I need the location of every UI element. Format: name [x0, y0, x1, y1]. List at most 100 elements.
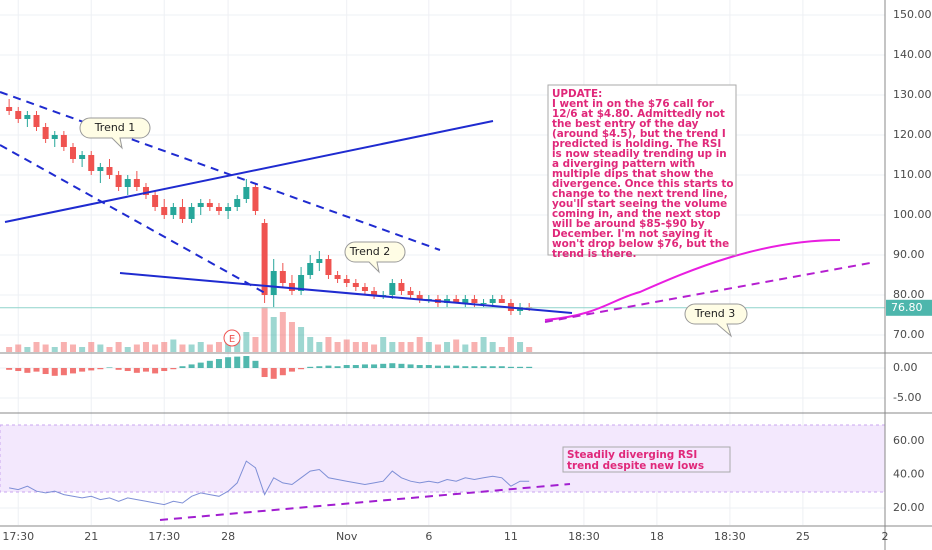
y-tick-label: 130.00: [893, 88, 932, 101]
candle-body: [152, 195, 159, 207]
candle-body: [124, 179, 131, 187]
histogram-bar: [480, 366, 487, 369]
trend-line: [0, 91, 441, 251]
volume-bar: [69, 344, 76, 352]
histogram-bar: [42, 368, 49, 375]
y-tick-label: 150.00: [893, 8, 932, 21]
x-tick-label: 17:30: [2, 530, 34, 543]
volume-bar: [434, 344, 441, 352]
x-tick-label: 18:30: [568, 530, 600, 543]
histogram-bar: [489, 366, 496, 369]
candle-body: [361, 287, 368, 291]
candle-body: [270, 271, 277, 295]
candle-body: [480, 303, 487, 304]
volume-bar: [161, 342, 168, 352]
histogram-bar: [307, 366, 314, 369]
candle-body: [69, 147, 76, 159]
callout: Trend 1: [94, 121, 136, 134]
volume-bar: [444, 342, 451, 352]
histogram-bar: [343, 365, 350, 369]
note-line: predicted is holding. The RSI: [552, 138, 721, 150]
volume-bar: [60, 342, 67, 352]
histogram-bar: [334, 366, 341, 369]
volume-bar: [526, 347, 533, 352]
y-tick-label: 0.00: [893, 361, 918, 374]
volume-bar: [106, 347, 113, 352]
histogram-bar: [15, 368, 22, 372]
volume-bar: [517, 342, 524, 352]
histogram-bar: [361, 364, 368, 369]
candle-body: [33, 115, 40, 127]
note-line: the best entry of the day: [552, 118, 699, 130]
volume-bar: [261, 307, 268, 352]
histogram-bar: [197, 362, 204, 369]
note-box: [562, 446, 731, 473]
note-line: (around $4.5), but the trend I: [552, 128, 726, 140]
volume-bar: [79, 347, 86, 352]
volume-bar: [243, 332, 250, 352]
histogram-bar: [97, 368, 104, 370]
candle-body: [371, 291, 378, 295]
candle-body: [471, 299, 478, 303]
note-line: Steadily diverging RSI: [567, 449, 697, 461]
volume-bar: [215, 342, 222, 352]
x-tick-label: 28: [221, 530, 235, 543]
volume-bar: [507, 337, 514, 352]
volume-bar: [380, 337, 387, 352]
candle-body: [288, 283, 295, 291]
candle-body: [498, 299, 505, 303]
histogram-bar: [471, 366, 478, 369]
histogram-bar: [215, 359, 222, 369]
earnings-label: E: [229, 334, 235, 345]
callout: Trend 2: [349, 245, 391, 258]
y-tick-label: 60.00: [893, 434, 925, 447]
histogram-bar: [453, 365, 460, 369]
note-line: UPDATE:: [552, 88, 602, 100]
histogram-bar: [6, 368, 13, 370]
histogram-bar: [270, 368, 277, 379]
volume-bar: [133, 344, 140, 352]
x-tick-label: 2: [882, 530, 889, 543]
candle-body: [6, 107, 13, 111]
y-tick-label: 70.00: [893, 328, 925, 341]
candle-body: [197, 203, 204, 207]
histogram-bar: [142, 368, 149, 372]
x-tick-label: 6: [425, 530, 432, 543]
histogram-bar: [325, 365, 332, 369]
histogram-bar: [133, 368, 140, 373]
note-line: change to the next trend line,: [552, 188, 728, 200]
volume-bar: [298, 327, 305, 352]
volume-bar: [480, 337, 487, 352]
histogram-bar: [517, 366, 524, 369]
histogram-bar: [380, 363, 387, 369]
volume-bar: [51, 347, 58, 352]
x-tick-label: 18:30: [714, 530, 746, 543]
histogram-bar: [234, 356, 241, 369]
histogram-bar: [371, 364, 378, 369]
candle-body: [279, 271, 286, 283]
volume-bar: [142, 342, 149, 352]
y-tick-label: 140.00: [893, 48, 932, 61]
volume-bar: [252, 337, 259, 352]
candle-body: [261, 223, 268, 295]
candle-body: [60, 135, 67, 147]
note-line: 12/6 at $4.80. Admittedly not: [552, 108, 725, 120]
histogram-bar: [33, 368, 40, 372]
histogram-bar: [316, 366, 323, 369]
note-line: multiple dips that show the: [552, 168, 714, 180]
drawings: [0, 91, 871, 521]
volume-bar: [471, 342, 478, 352]
volume-bar: [489, 342, 496, 352]
x-tick-label: 18: [650, 530, 664, 543]
histogram-bar: [225, 357, 232, 369]
earnings-marker: [223, 329, 241, 347]
volume-bar: [97, 344, 104, 352]
last-price-label: 76.80: [891, 301, 923, 314]
histogram-bar: [507, 366, 514, 369]
histogram-bar: [206, 360, 213, 369]
note-line: you'll start seeing the volume: [552, 198, 727, 210]
volume-bar: [425, 342, 432, 352]
candle-body: [316, 259, 323, 263]
